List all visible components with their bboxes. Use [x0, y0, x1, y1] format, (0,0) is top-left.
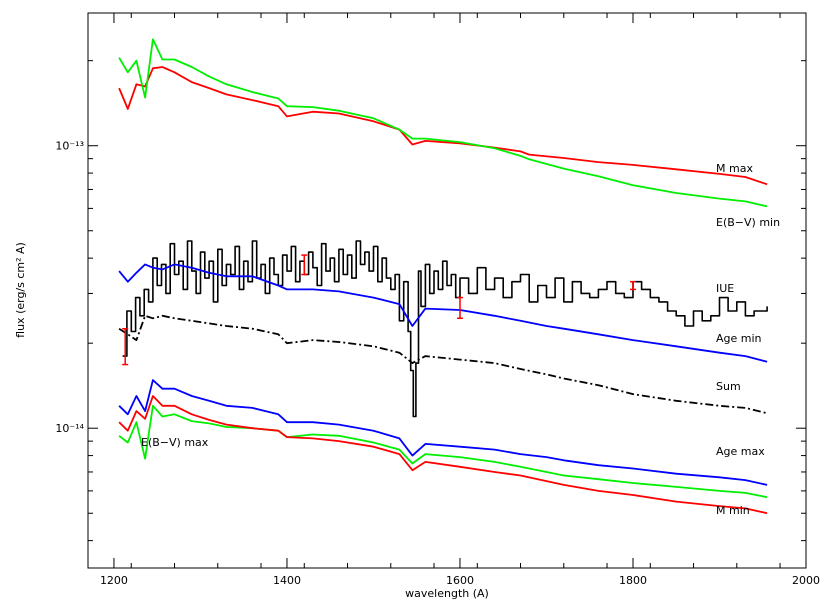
- series-label-m-min: M min: [716, 504, 750, 517]
- error-bars: [122, 254, 636, 366]
- series-line-m-min: [118, 395, 768, 515]
- x-tick-label: 1200: [100, 574, 128, 587]
- y-axis-title: flux (erg/s cm² A): [14, 242, 27, 338]
- series-label-age-min: Age min: [716, 332, 762, 345]
- series-label-e-b-v-max: E(B−V) max: [141, 436, 209, 449]
- series-lines: [118, 38, 768, 515]
- series-line-e-b-v-min: [118, 38, 768, 208]
- series-line-age-max: [118, 379, 768, 486]
- y-tick-label: 10⁻¹³: [55, 140, 84, 153]
- series-line-sum: [118, 314, 768, 415]
- series-line-e-b-v-max: [118, 404, 768, 499]
- series-line-m-max: [118, 66, 768, 186]
- series-labels: M max E(B−V) min IUE Age min Sum E(B−V) max Ag…: [141, 162, 780, 517]
- series-line-iue: [122, 240, 768, 418]
- series-label-iue: IUE: [716, 282, 734, 295]
- plot-frame: [87, 12, 807, 569]
- axis-ticks: 1200 1400 1600 1800 2000 10⁻¹⁴ 10⁻¹³: [55, 13, 820, 587]
- series-label-e-b-v-min: E(B−V) min: [716, 216, 780, 229]
- x-tick-label: 1400: [273, 574, 301, 587]
- series-line-age-min: [118, 263, 768, 363]
- x-tick-label: 1800: [619, 574, 647, 587]
- series-label-sum: Sum: [716, 380, 741, 393]
- x-axis-title: wavelength (A): [405, 587, 489, 600]
- series-label-m-max: M max: [716, 162, 753, 175]
- x-tick-label: 2000: [792, 574, 820, 587]
- x-tick-label: 1600: [446, 574, 474, 587]
- y-tick-label: 10⁻¹⁴: [55, 422, 84, 435]
- series-label-age-max: Age max: [716, 445, 765, 458]
